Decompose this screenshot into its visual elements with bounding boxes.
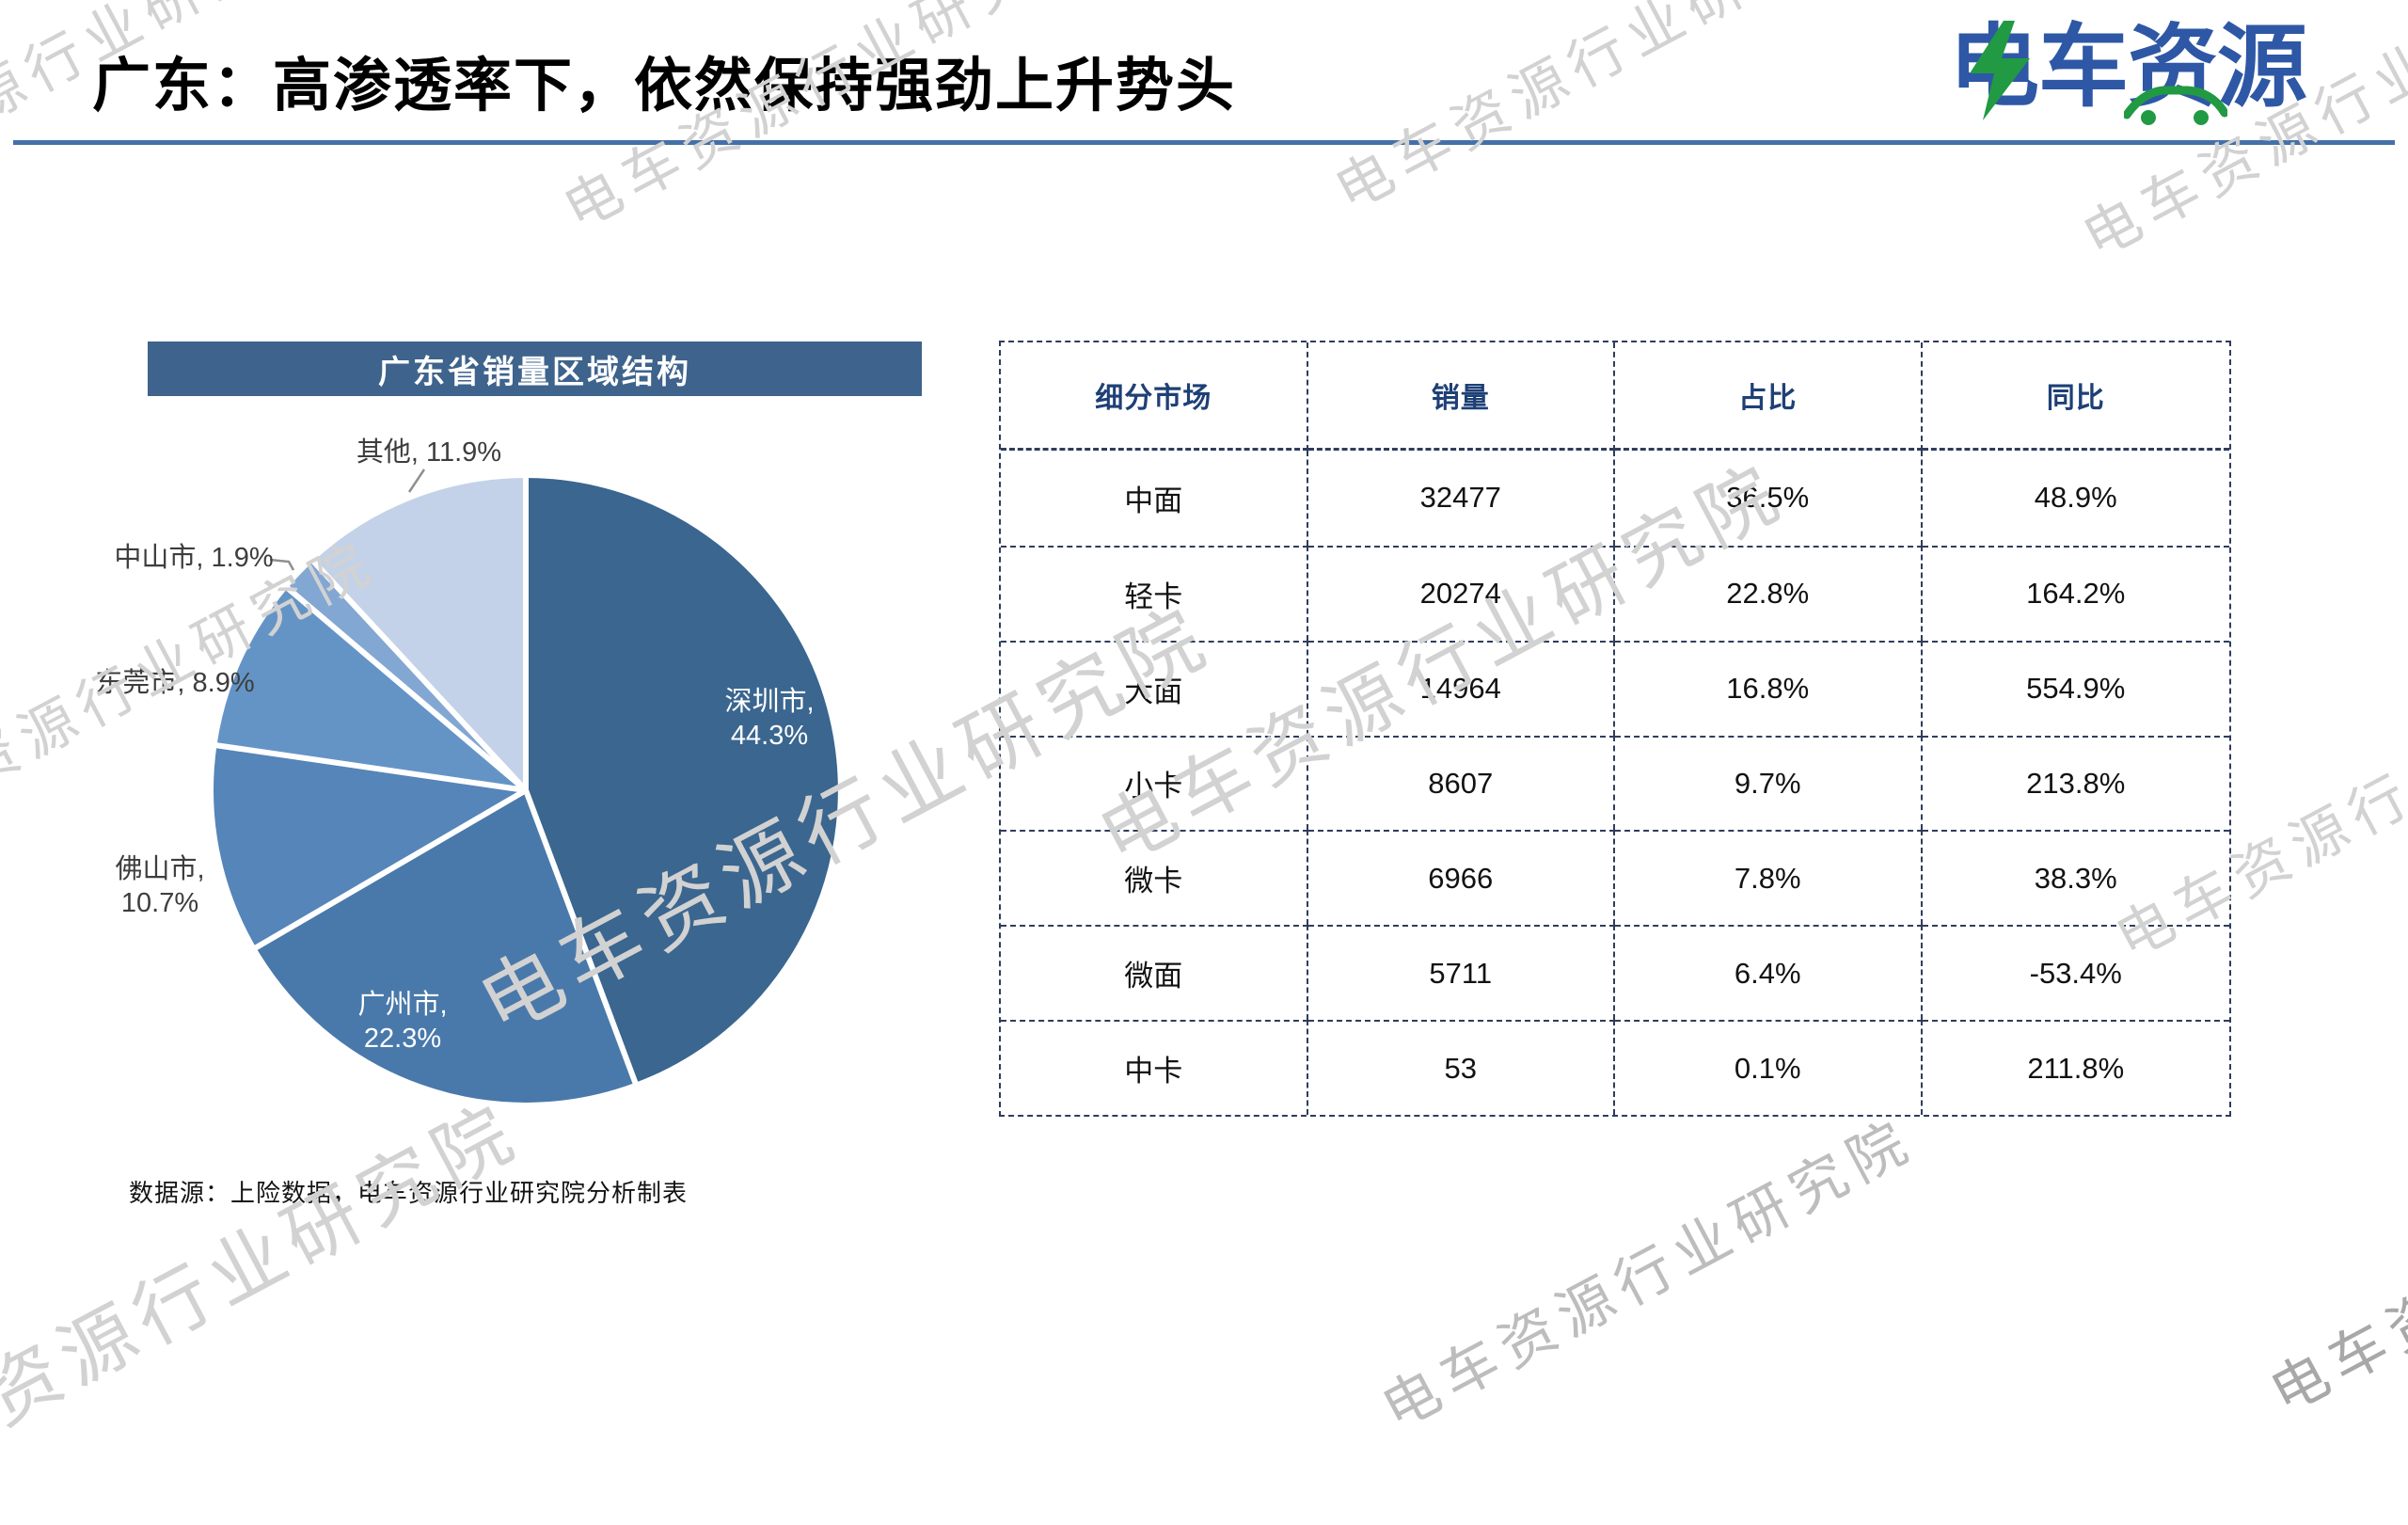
table-cell: 32477 (1308, 451, 1615, 546)
table-cell: 0.1% (1615, 1020, 1923, 1115)
table-cell: 20274 (1307, 545, 1615, 641)
logo-char: 源 (2217, 17, 2307, 118)
table-cell: 6966 (1307, 830, 1615, 926)
table-cell: 211.8% (1922, 1020, 2229, 1115)
table-cell: 164.2% (1922, 545, 2229, 641)
table-cell: 6.4% (1615, 925, 1923, 1021)
car-icon (2124, 86, 2227, 125)
pie-leader-line-others (407, 469, 426, 493)
watermark-text: 电车资源行业研究院 (1324, 0, 1878, 223)
pie-chart-title: 广东省销量区域结构 (148, 342, 922, 396)
table-header-cell: 同比 (1922, 342, 2229, 451)
table-cell: 微卡 (1001, 830, 1308, 926)
lightning-icon (1970, 21, 2030, 120)
pie-label-foshan: 佛山市, 10.7% (115, 853, 205, 918)
title-divider (13, 140, 2395, 145)
brand-logo: 电 车 资 源 (1949, 17, 2307, 129)
pie-chart: 深圳市, 44.3% 广州市, 22.3% 佛山市, 10.7% 东莞市, 8.9% 中… (56, 437, 941, 1143)
table-cell: 53 (1307, 1020, 1615, 1115)
source-note: 数据源：上险数据，电车资源行业研究院分析制表 (129, 1179, 689, 1207)
table-header-cell: 销量 (1307, 342, 1615, 451)
table-header-cell: 细分市场 (1001, 342, 1308, 451)
pie-label-zhongshan: 中山市, 1.9% (114, 542, 274, 573)
table-cell: 5711 (1307, 925, 1615, 1021)
pie-slice-foshan (208, 741, 529, 952)
table-cell: 7.8% (1615, 830, 1923, 926)
pie-label-dongguan: 东莞市, 8.9% (95, 667, 255, 698)
pie-leader-line-zhongshan (269, 558, 295, 571)
pie-slice-others (309, 472, 529, 793)
logo-char: 车 (2038, 17, 2129, 118)
pie-svg (208, 469, 844, 1108)
table-cell: 36.5% (1615, 451, 1923, 546)
pie-label-shenzhen: 深圳市, 44.3% (724, 686, 815, 751)
pie-slice-dongguan (211, 583, 529, 793)
table-cell: 16.8% (1615, 640, 1923, 736)
table-cell: 小卡 (1001, 735, 1308, 831)
pie-slice-guangzhou (250, 787, 640, 1108)
table-cell: 大面 (1001, 640, 1308, 736)
table-cell: 轻卡 (1001, 545, 1308, 641)
table-cell: 中面 (1001, 451, 1308, 546)
table-cell: 213.8% (1922, 735, 2229, 831)
table-cell: -53.4% (1922, 925, 2229, 1020)
watermark-text: 电车资源行业研究院 (1371, 1106, 1925, 1441)
watermark-text: 电车资源 (2260, 1246, 2408, 1425)
table-cell: 38.3% (1922, 830, 2229, 925)
table-cell: 9.7% (1615, 735, 1923, 831)
table-cell: 14964 (1307, 640, 1615, 736)
pie-slice-shenzhen (523, 472, 844, 1088)
page-title: 广东：高渗透率下，依然保持强劲上升势头 (92, 54, 1237, 119)
table-cell: 微面 (1001, 925, 1308, 1021)
table-header-cell: 占比 (1615, 342, 1923, 451)
table-cell: 中卡 (1001, 1020, 1308, 1115)
table-cell: 22.8% (1615, 545, 1923, 641)
pie-label-others: 其他, 11.9% (356, 437, 502, 468)
table-cell: 554.9% (1922, 640, 2229, 736)
table-cell: 8607 (1307, 735, 1615, 831)
segment-table: 细分市场 销量 占比 同比中面 32477 36.5% 48.9% 轻卡 20274 22.8% 1… (999, 341, 2231, 1117)
table-cell: 48.9% (2034, 481, 2117, 515)
pie-label-guangzhou: 广州市, 22.3% (357, 989, 448, 1054)
